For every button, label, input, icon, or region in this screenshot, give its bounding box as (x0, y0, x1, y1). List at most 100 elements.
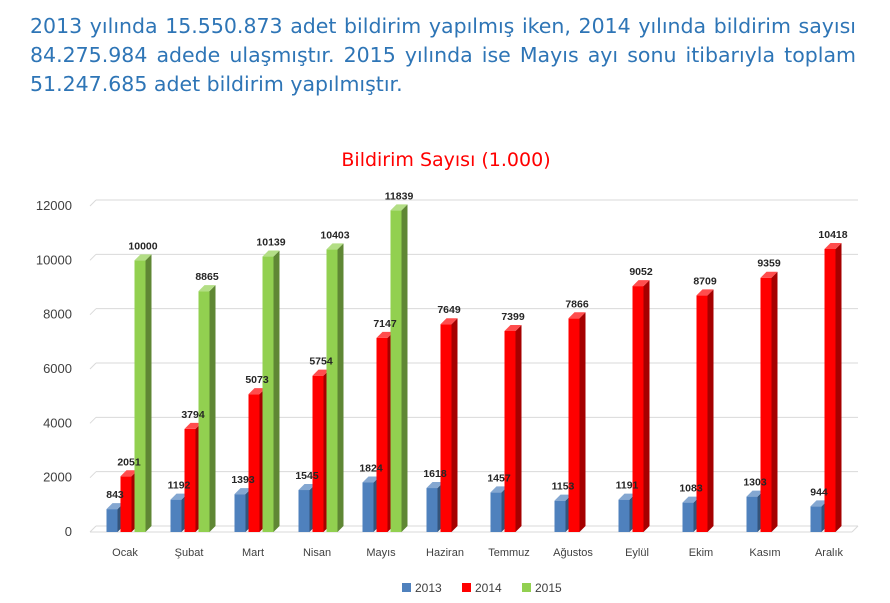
intro-paragraph: 2013 yılında 15.550.873 adet bildirim ya… (30, 14, 856, 96)
x-tick-label: Nisan (303, 547, 331, 559)
bar-top (568, 312, 586, 319)
bar-top (760, 271, 778, 278)
bar-top (198, 285, 216, 292)
bar-2014-temmuz (504, 324, 522, 532)
x-tick-label: Ocak (112, 547, 138, 559)
bar-front (362, 482, 374, 532)
bar-2015-mart (262, 250, 280, 532)
bar-side (401, 204, 408, 532)
bar-front (682, 502, 694, 532)
bar-2014-haziran (440, 318, 458, 532)
gridline-side (89, 308, 97, 316)
y-tick-label: 0 (65, 524, 72, 539)
bar-front (824, 248, 836, 532)
data-label-2013-eylül: 1191 (616, 480, 639, 492)
bar-front (504, 330, 516, 532)
data-label-2015-mart: 10139 (256, 237, 285, 249)
bar-front (184, 428, 196, 532)
bar-front (760, 277, 772, 532)
bar-2015-şubat (198, 285, 216, 532)
bar-top (120, 470, 138, 477)
bar-side (579, 312, 586, 532)
bar-front (106, 509, 118, 532)
data-label-2013-aralık: 944 (810, 486, 828, 498)
bar-front (554, 500, 566, 532)
bar-side (707, 289, 714, 532)
bar-top (618, 493, 636, 500)
y-tick-label: 2000 (43, 470, 72, 485)
chart-data-labels: 843 2051 10000 1192 3794 8865 1393 5073 10139 154… (106, 190, 848, 501)
bar-front (618, 499, 630, 532)
bar-front (376, 337, 388, 532)
data-label-2014-şubat: 3794 (181, 409, 205, 421)
bar-side (515, 324, 522, 532)
bar-side (273, 250, 280, 532)
bar-side (451, 318, 458, 532)
bar-top (426, 482, 444, 489)
bar-side (771, 271, 778, 532)
data-label-2013-nisan: 1545 (295, 470, 319, 482)
gridline-side (89, 362, 97, 370)
x-tick-label: Mayıs (366, 547, 396, 559)
bar-front (234, 494, 246, 532)
bar-front (312, 375, 324, 532)
data-label-2013-ocak: 843 (106, 489, 124, 501)
gridline-side (89, 253, 97, 261)
bar-front (440, 324, 452, 532)
bar-top (696, 289, 714, 296)
bar-top (504, 324, 522, 331)
data-label-2013-haziran: 1618 (423, 468, 447, 480)
x-tick-label: Kasım (749, 547, 780, 559)
chart-bars (106, 204, 842, 533)
y-tick-label: 4000 (43, 415, 72, 430)
bar-top (490, 486, 508, 493)
bar-2015-nisan (326, 243, 344, 532)
bar-front (198, 291, 210, 532)
bar-top (682, 496, 700, 503)
gridline-side (89, 471, 97, 479)
bar-2015-mayıs (390, 204, 408, 532)
data-label-2014-mart: 5073 (245, 374, 269, 386)
data-label-2014-ekim: 8709 (693, 275, 717, 287)
y-tick-label: 8000 (43, 307, 72, 322)
bar-front (568, 318, 580, 532)
bar-front (426, 488, 438, 532)
x-tick-label: Şubat (175, 547, 204, 559)
bar-2014-ağustos (568, 312, 586, 532)
bar-top (106, 503, 124, 510)
data-label-2013-ağustos: 1153 (552, 481, 575, 493)
bar-top (170, 493, 188, 500)
bar-top (298, 484, 316, 491)
x-tick-label: Ekim (689, 547, 713, 559)
x-tick-label: Haziran (426, 547, 464, 559)
floor-edge (851, 525, 859, 533)
bar-top (312, 369, 330, 376)
legend-swatch-2015 (522, 583, 531, 592)
bar-top (376, 331, 394, 338)
legend-label-2015: 2015 (535, 581, 562, 595)
x-tick-label: Aralık (815, 547, 844, 559)
data-label-2013-mart: 1393 (231, 474, 255, 486)
bar-side (835, 242, 842, 532)
data-label-2014-eylül: 9052 (629, 266, 653, 278)
data-label-2015-mayıs: 11839 (385, 190, 414, 202)
bar-top (184, 422, 202, 429)
bar-front (390, 210, 402, 532)
bar-front (810, 506, 822, 532)
data-label-2013-ekim: 1083 (679, 483, 703, 495)
bar-front (120, 476, 132, 532)
data-label-2013-mayıs: 1824 (359, 462, 383, 474)
bar-front (298, 490, 310, 532)
bar-front (170, 499, 182, 532)
bar-2014-eylül (632, 280, 650, 532)
bar-front (696, 295, 708, 532)
y-tick-label: 12000 (36, 198, 72, 213)
data-label-2014-ocak: 2051 (117, 456, 141, 468)
legend-label-2014: 2014 (475, 581, 502, 595)
data-label-2014-temmuz: 7399 (501, 311, 525, 323)
x-tick-label: Mart (242, 547, 264, 559)
bar-top (362, 476, 380, 483)
data-label-2014-mayıs: 7147 (373, 318, 397, 330)
data-label-2014-ağustos: 7866 (565, 298, 589, 310)
